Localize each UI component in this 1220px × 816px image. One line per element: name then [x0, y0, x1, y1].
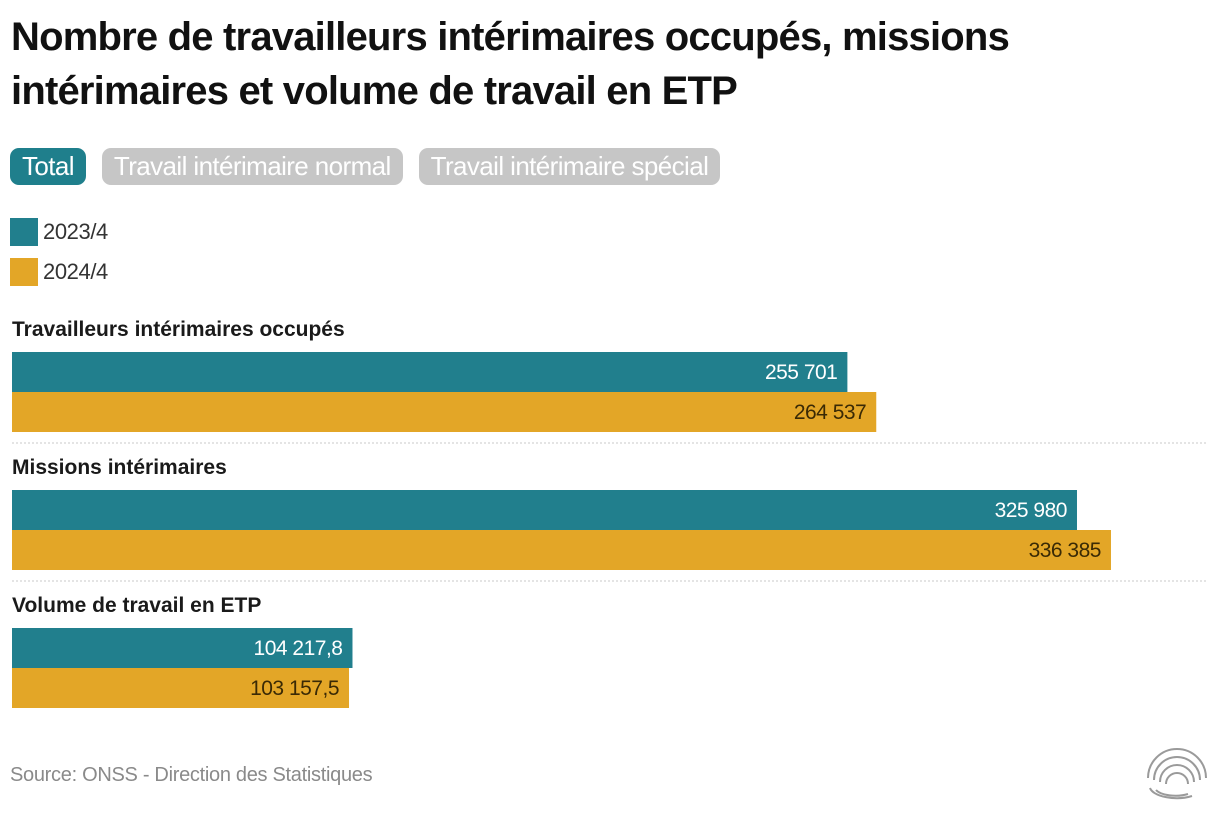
tab-travail-interimaire-special[interactable]: Travail intérimaire spécial	[419, 148, 721, 185]
source-note: Source: ONSS - Direction des Statistique…	[10, 764, 372, 787]
legend-label-2023: 2023/4	[43, 219, 108, 245]
data-label-missions-interimaires-2023-4: 325 980	[995, 499, 1067, 522]
chart-title: Nombre de travailleurs intérimaires occu…	[11, 10, 1201, 118]
legend-item-2024: 2024/4	[10, 258, 108, 286]
legend: 2023/4 2024/4	[10, 218, 108, 298]
legend-swatch-2024	[10, 258, 38, 286]
data-label-volume-de-travail-en-etp-2023-4: 104 217,8	[254, 637, 343, 660]
legend-swatch-2023	[10, 218, 38, 246]
bar-chart: Travailleurs intérimaires occupés 255 701…	[0, 300, 1220, 720]
category-label-missions-interimaires: Missions intérimaires	[12, 456, 227, 479]
tab-total[interactable]: Total	[10, 148, 86, 185]
category-label-travailleurs-interimaires-occupes: Travailleurs intérimaires occupés	[12, 318, 345, 341]
bar-missions-interimaires-2023-4[interactable]	[12, 490, 1077, 530]
concentric-arcs-logo-icon	[1144, 748, 1210, 802]
tab-travail-interimaire-normal[interactable]: Travail intérimaire normal	[102, 148, 403, 185]
bar-travailleurs-interimaires-occupes-2024-4[interactable]	[12, 392, 876, 432]
data-label-missions-interimaires-2024-4: 336 385	[1029, 539, 1101, 562]
data-label-volume-de-travail-en-etp-2024-4: 103 157,5	[250, 677, 339, 700]
bar-travailleurs-interimaires-occupes-2023-4[interactable]	[12, 352, 847, 392]
legend-item-2023: 2023/4	[10, 218, 108, 246]
filter-tabs: Total Travail intérimaire normal Travail…	[10, 148, 720, 185]
bar-missions-interimaires-2024-4[interactable]	[12, 530, 1111, 570]
legend-label-2024: 2024/4	[43, 259, 108, 285]
data-label-travailleurs-interimaires-occupes-2023-4: 255 701	[765, 361, 837, 384]
category-label-volume-de-travail-en-etp: Volume de travail en ETP	[12, 594, 261, 617]
data-label-travailleurs-interimaires-occupes-2024-4: 264 537	[794, 401, 866, 424]
